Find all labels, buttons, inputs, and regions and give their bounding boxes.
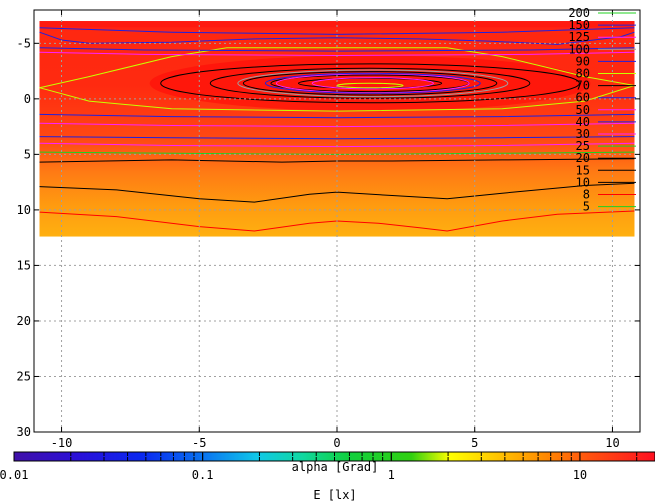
x-tick-label: 10 xyxy=(605,436,619,450)
y-tick-label: 30 xyxy=(17,425,31,439)
y-tick-label: 15 xyxy=(17,258,31,272)
legend-label: 80 xyxy=(576,67,590,81)
legend-label: 150 xyxy=(568,18,590,32)
legend-label: 50 xyxy=(576,103,590,117)
contour-ring-70 xyxy=(209,67,531,99)
legend-label: 90 xyxy=(576,54,590,68)
heatmap-field xyxy=(39,21,635,237)
legend-label: 8 xyxy=(583,188,590,202)
colorbar-tick-label: 0.1 xyxy=(192,468,214,482)
legend-label: 125 xyxy=(568,30,590,44)
contour-ring-100 xyxy=(237,69,509,98)
legend-label: 30 xyxy=(576,127,590,141)
legend-label: 25 xyxy=(576,139,590,153)
legend-label: 200 xyxy=(568,6,590,20)
x-tick-label: -10 xyxy=(51,436,73,450)
contour-ring-70 xyxy=(297,77,443,89)
contour-ring-60 xyxy=(264,72,481,94)
heatmap-area xyxy=(39,21,635,237)
contour-line-80 xyxy=(39,47,635,89)
x-tick-label: 5 xyxy=(471,436,478,450)
heatmap-top-band xyxy=(39,21,635,28)
x-axis-label: alpha [Grad] xyxy=(292,460,379,474)
contour-ring-50 xyxy=(311,77,434,90)
colorbar-label: E [lx] xyxy=(313,488,356,502)
contour-line-40 xyxy=(39,136,635,140)
contour-line-25 xyxy=(39,151,635,155)
contour-line-10 xyxy=(39,182,635,203)
y-tick-label: 20 xyxy=(17,314,31,328)
legend-label: 70 xyxy=(576,79,590,93)
contour-ring-70 xyxy=(242,71,498,96)
contour-ring-70 xyxy=(160,63,580,104)
colorbar-tick-label: 10 xyxy=(573,468,587,482)
legend-label: 15 xyxy=(576,163,590,177)
colorbar-bar xyxy=(14,452,655,461)
y-tick-label: -5 xyxy=(17,36,31,50)
x-tick-label: 0 xyxy=(333,436,340,450)
contour-line-150 xyxy=(39,31,635,45)
x-tick-label: -5 xyxy=(192,436,206,450)
contour-line-150 xyxy=(39,27,635,35)
y-tick-label: 10 xyxy=(17,203,31,217)
colorbar-tick-label: 1 xyxy=(388,468,395,482)
y-tick-label: 25 xyxy=(17,369,31,383)
contour-ring-50 xyxy=(275,73,470,94)
colorbar-tick-label: 0.01 xyxy=(0,468,28,482)
contour-line-60 xyxy=(39,113,635,119)
y-tick-label: 5 xyxy=(24,147,31,161)
legend-label: 100 xyxy=(568,42,590,56)
legend-label: 10 xyxy=(576,175,590,189)
legend-label: 60 xyxy=(576,91,590,105)
legend-label: 5 xyxy=(583,200,590,214)
legend-label: 40 xyxy=(576,115,590,129)
y-tick-label: 0 xyxy=(24,92,31,106)
colorbar-frame xyxy=(13,451,655,462)
legend-label: 20 xyxy=(576,151,590,165)
colorbar: 0.01 0.1 1 10 xyxy=(0,451,655,482)
contour-line-8 xyxy=(39,210,635,232)
